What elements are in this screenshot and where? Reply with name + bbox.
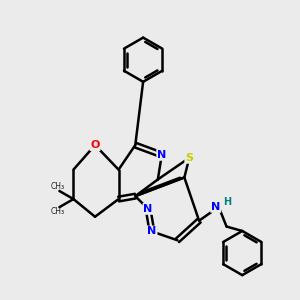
Text: N: N <box>211 202 220 212</box>
Text: N: N <box>147 226 157 236</box>
Text: S: S <box>185 153 193 163</box>
Text: CH₃: CH₃ <box>51 182 65 191</box>
Text: H: H <box>223 196 231 207</box>
Text: N: N <box>143 204 153 214</box>
Text: O: O <box>90 140 100 150</box>
Text: CH₃: CH₃ <box>51 207 65 216</box>
Text: N: N <box>157 150 167 160</box>
